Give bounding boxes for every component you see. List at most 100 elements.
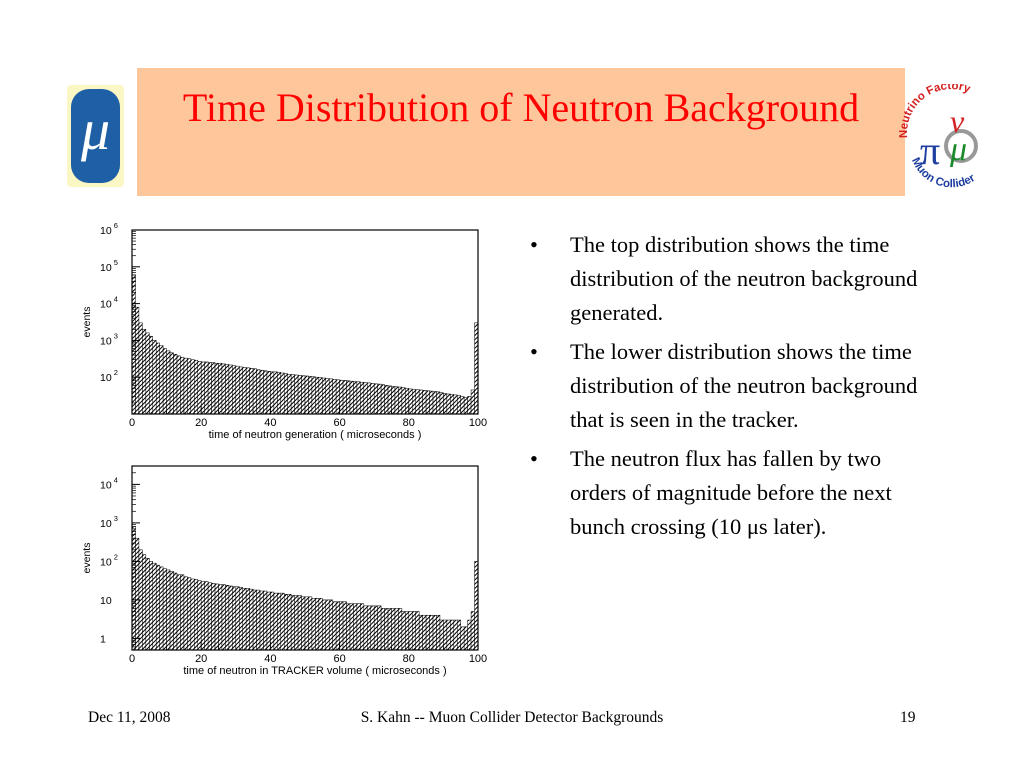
histogram-bar (373, 383, 378, 415)
y-tick-label: 10 2 (100, 552, 118, 568)
histogram-bar (425, 390, 430, 415)
histogram-bar (370, 605, 375, 651)
histogram-bar (263, 370, 268, 415)
histogram-bar (142, 554, 147, 651)
histogram-bar (311, 376, 316, 415)
histogram-bar (318, 598, 323, 651)
histogram-bar (211, 362, 216, 415)
bullet-list: • The top distribution shows the time dis… (530, 228, 940, 549)
histogram-bar (429, 614, 434, 651)
histogram-bar (263, 590, 268, 651)
histogram-bar (325, 378, 330, 415)
histogram-bar (252, 368, 257, 415)
x-tick-label: 40 (264, 653, 276, 665)
histogram-bar (301, 596, 306, 651)
histogram-bar (169, 352, 174, 415)
histogram-bar (207, 582, 212, 651)
histogram-bar (422, 390, 427, 415)
histogram-bar (149, 335, 154, 415)
y-axis-label: events (81, 307, 93, 338)
histogram-bar (277, 372, 282, 415)
histogram-bar (214, 583, 219, 651)
histogram-bar (207, 362, 212, 415)
histogram-bar (356, 381, 361, 415)
histogram-bar (277, 592, 282, 651)
histogram-bar (339, 601, 344, 651)
histogram-bar (467, 619, 472, 651)
histogram-bar (204, 581, 209, 651)
histogram-bar (183, 576, 188, 651)
histogram-bar (162, 568, 167, 651)
x-tick-label: 60 (333, 417, 345, 429)
histogram-bar (304, 375, 309, 415)
histogram-bar (360, 381, 365, 415)
histogram-bar (436, 391, 441, 415)
x-tick-label: 20 (195, 653, 207, 665)
histogram-bar (463, 626, 468, 651)
histogram-bar (180, 574, 185, 651)
y-axis-label: events (81, 543, 93, 574)
histogram-bar (446, 393, 451, 415)
histogram-bar (308, 596, 313, 651)
histogram-bar (384, 608, 389, 651)
histogram-bar (311, 598, 316, 651)
histogram-bar (470, 389, 475, 415)
histogram-bar (225, 585, 230, 651)
histogram-bar (332, 378, 337, 415)
histogram-bar (169, 571, 174, 651)
histogram-bar (328, 378, 333, 415)
histogram-bar (228, 364, 233, 415)
histogram-bar (443, 393, 448, 415)
histogram-bar (450, 394, 455, 415)
histogram-bar (325, 599, 330, 651)
histogram-bar (412, 611, 416, 651)
histogram-bar (280, 592, 285, 651)
bullet-item: • The lower distribution shows the time d… (530, 335, 940, 437)
histogram-bar (415, 611, 420, 651)
mu-logo-pill (71, 89, 120, 183)
histogram-bar (398, 608, 403, 651)
histogram-bar (190, 359, 195, 415)
mu-logo-glyph: μ (80, 97, 111, 162)
histogram-bar (387, 608, 392, 651)
histogram-bar (166, 569, 171, 651)
histogram-bar (194, 359, 198, 415)
histogram-bar (405, 611, 410, 651)
histogram-bar (332, 601, 337, 651)
histogram-bar (363, 382, 368, 415)
histogram-bar (339, 379, 344, 415)
histogram-bar (373, 605, 378, 651)
histogram-bar (145, 558, 150, 651)
histogram-bar (176, 574, 181, 651)
histogram-bar (221, 363, 226, 415)
histogram-bar (180, 356, 185, 415)
histogram-bar (342, 380, 347, 415)
histogram-bar (297, 375, 302, 415)
histogram-bar (245, 588, 250, 651)
x-axis-label: time of neutron generation ( microsecond… (209, 429, 422, 441)
x-tick-label: 20 (195, 417, 207, 429)
histogram-bar (266, 371, 271, 415)
histogram-bar (166, 350, 171, 415)
x-tick-label: 0 (129, 417, 135, 429)
histogram-bar (353, 603, 358, 651)
histogram-bar (304, 596, 309, 651)
histogram-bar (249, 588, 254, 651)
y-tick-label: 1 (100, 633, 106, 645)
histogram-bar (318, 377, 323, 415)
histogram-bar (460, 396, 465, 415)
histogram-bar (273, 371, 278, 415)
y-tick-label: 10 4 (100, 295, 118, 311)
histogram-bar (200, 581, 205, 651)
histogram-bar (297, 595, 302, 651)
histogram-bar (360, 603, 365, 651)
histogram-bar (259, 369, 264, 415)
histogram-bar (301, 375, 306, 415)
histogram-bar (401, 387, 406, 415)
histogram-bar (349, 603, 354, 651)
bullet-text: The top distribution shows the time dist… (570, 232, 918, 325)
histogram-bar (453, 619, 458, 651)
neutrino-factory-logo: Neutrino Factory Muon Collider π ν μ (898, 84, 978, 190)
slide-title: Time Distribution of Neutron Background (182, 85, 860, 130)
histogram-neutron-generation: 10 2 10 3 10 4 10 5 10 6 0 20 40 60 80 100 time of neutr… (81, 222, 487, 441)
